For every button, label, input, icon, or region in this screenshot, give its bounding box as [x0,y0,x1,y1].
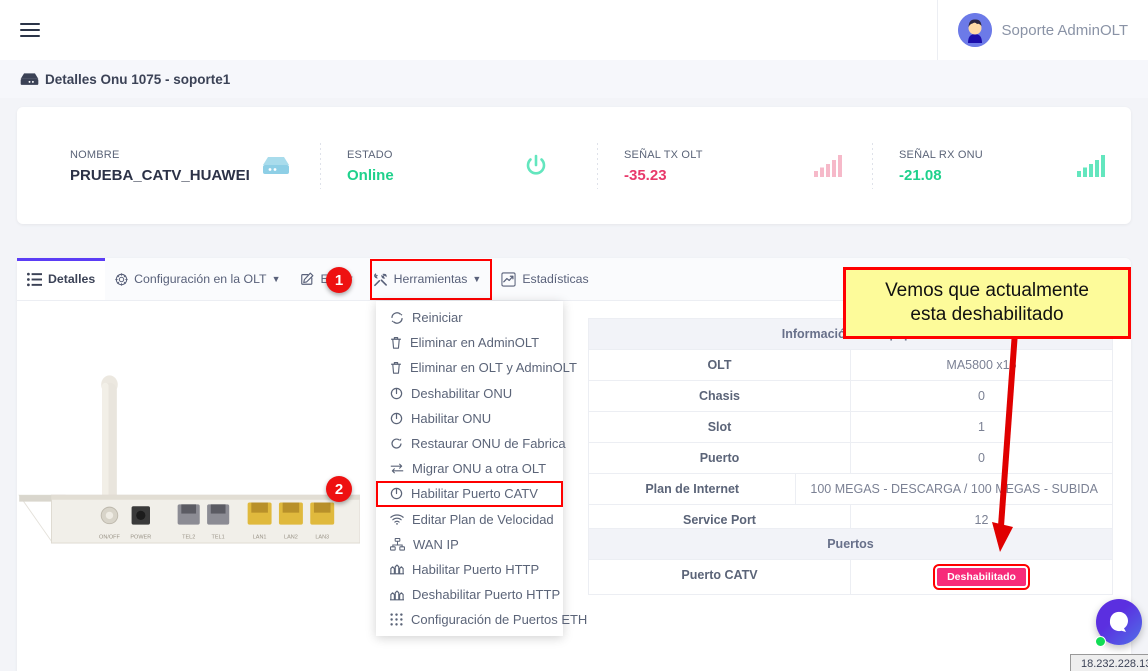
svg-text:POWER: POWER [130,534,151,540]
svg-text:LAN2: LAN2 [284,534,298,540]
svg-text:TEL1: TEL1 [212,534,225,540]
svg-text:LAN1: LAN1 [253,534,267,540]
svg-text:LAN3: LAN3 [315,534,329,540]
svg-text:TEL2: TEL2 [182,534,195,540]
svg-text:ON/OFF: ON/OFF [99,534,120,540]
